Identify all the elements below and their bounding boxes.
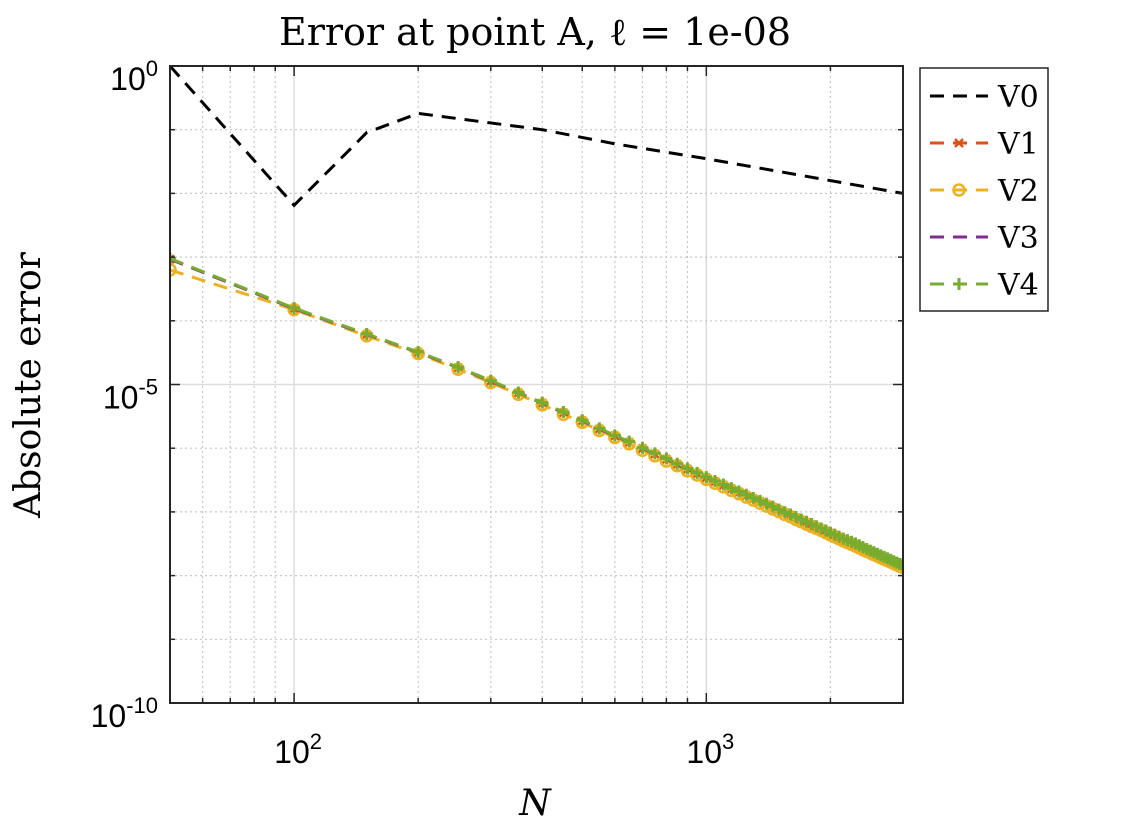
series-v4-point — [681, 462, 694, 475]
legend-label-v4: V4 — [997, 268, 1039, 303]
legend-marker-v4 — [953, 278, 965, 290]
series-v4-point — [747, 491, 760, 504]
legend-label-v3: V3 — [997, 221, 1039, 256]
y-tick-label: 10-5 — [103, 375, 158, 416]
series-v4-point — [608, 429, 621, 442]
series-v4-point — [170, 252, 176, 265]
y-axis-label: Absolute error — [8, 251, 49, 519]
series-v4-point — [766, 500, 779, 513]
x-axis-label: N — [518, 783, 552, 824]
series-v4-point — [709, 474, 722, 487]
series-v4-point — [412, 345, 425, 358]
x-tick-label: 102 — [274, 729, 322, 770]
legend-entry-v4: V4 — [930, 268, 1039, 303]
chart-title: Error at point A, ℓ = 1e-08 — [279, 10, 791, 54]
series-v4-point — [360, 328, 373, 341]
legend-marker-v2 — [952, 183, 966, 197]
series-v4-point — [484, 374, 497, 387]
x-tick-label: 103 — [686, 729, 734, 770]
legend-label-v2: V2 — [997, 174, 1039, 209]
series-v4 — [170, 252, 903, 572]
series-v4-point — [717, 478, 730, 491]
grid — [169, 66, 904, 703]
series-v4-point — [593, 422, 606, 435]
legend-label-v1: V1 — [997, 127, 1039, 162]
y-tick-label: 10-10 — [91, 693, 158, 734]
series-v4-point — [760, 497, 773, 510]
y-tick-label: 100 — [110, 56, 158, 97]
series-v4-point — [732, 485, 745, 498]
series-v4-point — [778, 506, 791, 519]
series-v4-point — [740, 488, 753, 501]
series-v4-point — [648, 447, 661, 460]
series-v4-point — [452, 361, 465, 374]
legend-entry-v0: V0 — [930, 80, 1039, 115]
tick-marks — [169, 65, 904, 704]
series-v4-point — [660, 452, 673, 465]
series-v4-point — [636, 441, 649, 454]
tick-labels: 102 103 100 10-5 10-10 — [91, 56, 735, 770]
legend-entry-v3: V3 — [930, 221, 1039, 256]
series-v4-point — [288, 302, 301, 315]
legend-entry-v1: V1 — [930, 127, 1039, 162]
series-v4-point — [725, 482, 738, 495]
series-v4-point — [691, 466, 704, 479]
series-v4-point — [512, 386, 525, 399]
series-v4-point — [897, 559, 903, 572]
series-v4-point — [754, 494, 767, 507]
series-layer — [170, 66, 903, 575]
legend-label-v0: V0 — [997, 80, 1039, 115]
legend: V0 V1 V2 V3 V4 — [919, 67, 1049, 312]
series-v4-point — [671, 457, 684, 470]
legend-entry-v2: V2 — [930, 174, 1039, 209]
series-v4-point — [557, 406, 570, 419]
series-v4-point — [623, 435, 636, 448]
series-v2-point — [170, 263, 177, 277]
legend-marker-v1 — [954, 138, 964, 148]
series-v4-point — [536, 396, 549, 409]
series-v4-point — [576, 414, 589, 427]
series-v4-point — [700, 471, 713, 484]
